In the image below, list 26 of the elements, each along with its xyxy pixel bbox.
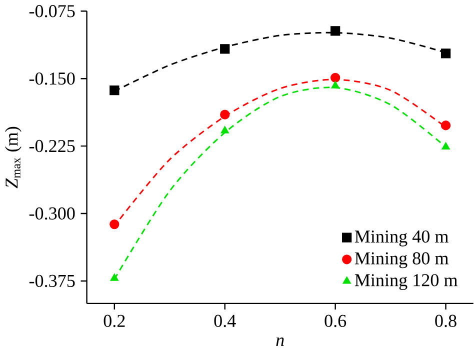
point bbox=[440, 48, 451, 58]
point bbox=[442, 142, 450, 150]
legend-label: Mining 80 m bbox=[354, 252, 448, 268]
x-tick-label: 0.8 bbox=[435, 314, 456, 328]
point bbox=[440, 120, 451, 130]
legend-label: Mining 40 m bbox=[354, 230, 448, 246]
point bbox=[330, 26, 340, 36]
y-tick-label: -0.150 bbox=[29, 72, 75, 85]
y-tick-label: -0.075 bbox=[29, 5, 75, 18]
point bbox=[331, 80, 340, 88]
point bbox=[110, 273, 119, 281]
point bbox=[110, 85, 120, 96]
point bbox=[330, 72, 340, 83]
x-tick-label: 0.2 bbox=[104, 314, 125, 328]
legend-label: Mining 120 m bbox=[354, 274, 458, 290]
y-tick-label: -0.300 bbox=[29, 207, 75, 220]
x-tick-label: 0.4 bbox=[214, 314, 236, 328]
point bbox=[220, 126, 230, 134]
point bbox=[110, 220, 120, 230]
y-tick-label: -0.375 bbox=[29, 274, 75, 288]
x-tick-label: 0.6 bbox=[324, 314, 346, 328]
y-tick-label: -0.225 bbox=[29, 140, 75, 152]
x-axis-title: n bbox=[276, 337, 284, 346]
y-axis-title: Z$_{max}$ (m) bbox=[5, 126, 22, 188]
point bbox=[220, 44, 230, 54]
point bbox=[220, 110, 230, 120]
